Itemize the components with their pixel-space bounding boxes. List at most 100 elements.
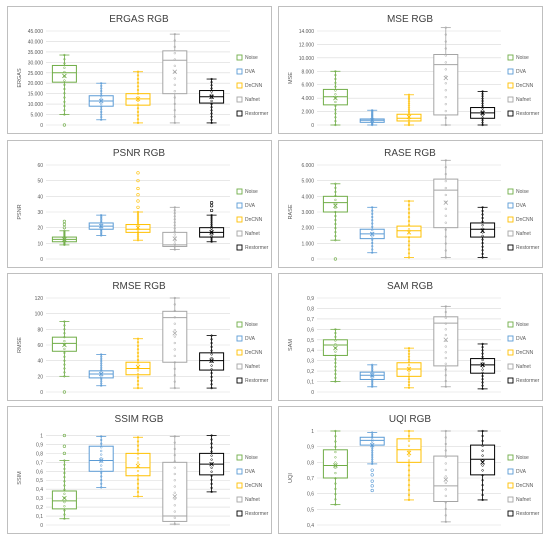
data-point: [136, 92, 140, 95]
data-point: [136, 344, 140, 347]
legend-swatch: [507, 188, 514, 195]
box-iqr: [51, 490, 77, 510]
data-point: [173, 45, 176, 48]
data-point: [334, 116, 337, 119]
y-axis-label: PSNR: [17, 204, 23, 219]
legend-label: DnCNN: [245, 483, 263, 489]
data-point: [371, 433, 374, 436]
data-point: [63, 70, 66, 74]
y-tick-label: 6.000: [301, 163, 314, 169]
legend-swatch: [507, 321, 514, 328]
data-point: [210, 386, 213, 390]
data-point: [481, 249, 484, 252]
legend-label: Nafnet: [245, 231, 260, 237]
legend-label: Restormer: [245, 245, 269, 251]
data-point: [407, 439, 411, 442]
data-point: [444, 221, 447, 224]
data-point: [407, 469, 411, 472]
mean-marker: [333, 203, 338, 209]
y-tick-label: 4.000: [301, 194, 314, 200]
data-point: [371, 215, 374, 219]
data-point: [407, 383, 411, 387]
data-point: [407, 102, 411, 105]
data-point: [481, 454, 484, 457]
data-point: [407, 369, 411, 372]
data-point: [407, 459, 411, 462]
y-tick-label: 12.000: [299, 42, 315, 48]
mean-marker: [135, 364, 141, 370]
box-iqr: [125, 452, 151, 477]
data-point: [481, 362, 484, 365]
data-point: [444, 322, 447, 325]
data-point: [100, 468, 103, 471]
data-point: [334, 369, 337, 372]
data-point: [210, 81, 213, 84]
box-restormer: [199, 77, 225, 125]
data-point: [407, 119, 411, 122]
data-point: [407, 449, 411, 452]
data-point: [444, 214, 447, 217]
legend-label: Restormer: [516, 511, 540, 517]
data-point: [444, 186, 447, 190]
y-tick-label: 0,9: [307, 445, 314, 451]
data-point: [100, 87, 103, 90]
data-point: [334, 70, 337, 73]
data-point: [334, 346, 337, 350]
data-point: [481, 111, 484, 115]
data-point: [481, 245, 484, 248]
data-point: [334, 466, 337, 469]
box-iqr: [396, 225, 422, 238]
legend-swatch: [236, 321, 243, 328]
data-point: [407, 464, 411, 467]
box-iqr: [322, 449, 348, 479]
data-point: [481, 464, 484, 467]
data-point: [481, 479, 484, 482]
data-point: [63, 347, 66, 351]
data-point: [334, 123, 337, 127]
data-point: [371, 123, 374, 127]
legend-swatch: [507, 454, 514, 461]
data-point: [210, 106, 213, 109]
data-point: [407, 93, 411, 96]
y-tick-label: 0: [311, 390, 314, 396]
y-tick-label: 1: [311, 429, 314, 435]
chart-panel: SSIM RGB 0 0,1 0,2 0,3 0,4 0,5 0,6 0,7 0,8 0,9 1 SSI…: [7, 406, 272, 534]
data-point: [371, 121, 374, 125]
data-point: [173, 322, 176, 325]
outlier-point: [370, 473, 374, 477]
legend-swatch: [236, 377, 243, 384]
data-point: [63, 505, 66, 508]
data-point: [481, 119, 484, 122]
box-iqr: [433, 455, 459, 502]
y-tick-label: 5.000: [301, 179, 314, 185]
data-point: [136, 448, 140, 452]
data-point: [481, 484, 484, 487]
data-point: [407, 355, 411, 358]
chart-svg: SSIM RGB 0 0,1 0,2 0,3 0,4 0,5 0,6 0,7 0,8 0,9 1 SSI…: [17, 414, 269, 529]
data-point: [210, 379, 213, 382]
legend-swatch: [507, 110, 514, 117]
data-point: [481, 469, 484, 472]
data-point: [63, 229, 66, 232]
data-point: [481, 355, 484, 358]
data-point: [371, 462, 374, 466]
outlier-point: [62, 222, 67, 227]
data-point: [407, 493, 411, 497]
legend-label: DVA: [245, 69, 256, 75]
data-point: [407, 366, 411, 370]
data-point: [136, 379, 140, 383]
legend-label: Noise: [245, 322, 258, 328]
data-point: [136, 77, 140, 81]
legend-swatch: [236, 510, 243, 517]
box-iqr: [433, 54, 459, 116]
legend-label: Nafnet: [245, 97, 260, 103]
data-point: [136, 474, 140, 477]
y-tick-label: 10.000: [299, 56, 315, 62]
data-point: [371, 431, 374, 434]
data-point: [407, 488, 411, 492]
data-point: [210, 458, 213, 461]
data-point: [100, 457, 103, 460]
outlier-point: [210, 208, 214, 213]
data-point: [210, 102, 213, 106]
data-point: [173, 454, 176, 457]
